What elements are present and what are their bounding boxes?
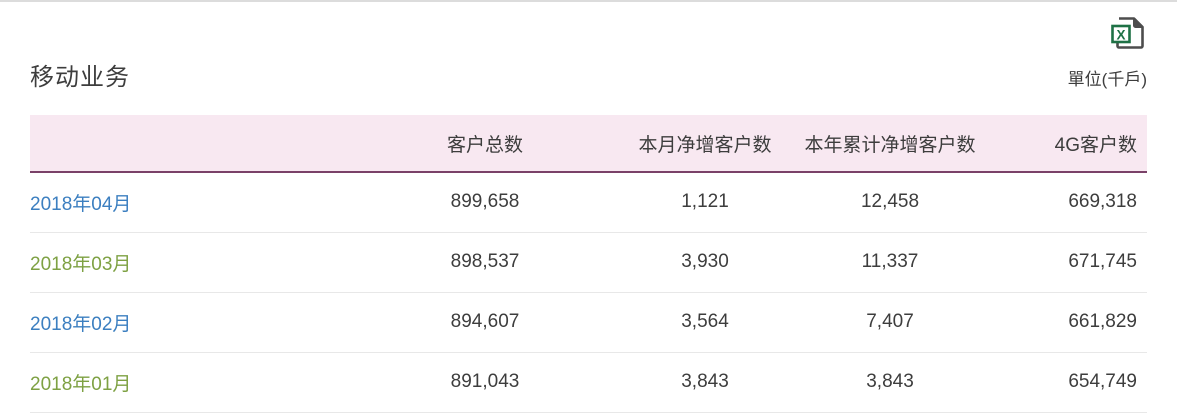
page-header: 移动业务 X 單位(千戶) xyxy=(30,2,1147,115)
month-net-cell: 1,121 xyxy=(610,172,800,233)
col-header-period xyxy=(30,115,360,173)
excel-export-icon[interactable]: X xyxy=(1109,14,1147,52)
table-row: 2018年04月 899,658 1,121 12,458 669,318 xyxy=(30,172,1147,233)
ytd-net-cell: 12,458 xyxy=(800,172,980,233)
unit-label: 單位(千戶) xyxy=(1067,70,1147,89)
period-cell: 2018年02月 xyxy=(30,292,360,353)
period-link[interactable]: 2018年03月 xyxy=(30,253,132,275)
total-customers-cell: 899,658 xyxy=(360,172,610,233)
month-net-cell: 3,843 xyxy=(610,352,800,413)
page-title: 移动业务 xyxy=(30,64,130,91)
ytd-net-cell: 11,337 xyxy=(800,232,980,293)
4g-customers-cell: 661,829 xyxy=(980,292,1147,353)
month-net-cell: 3,930 xyxy=(610,232,800,293)
4g-customers-cell: 654,749 xyxy=(980,352,1147,413)
period-cell: 2018年01月 xyxy=(30,352,360,413)
table-body: 2018年04月 899,658 1,121 12,458 669,318 20… xyxy=(30,172,1147,413)
ytd-net-cell: 7,407 xyxy=(800,292,980,353)
table-row: 2018年02月 894,607 3,564 7,407 661,829 xyxy=(30,292,1147,353)
ytd-net-cell: 3,843 xyxy=(800,352,980,413)
col-header-ytd-net: 本年累计净增客户数 xyxy=(800,115,980,173)
period-cell: 2018年03月 xyxy=(30,232,360,293)
4g-customers-cell: 671,745 xyxy=(980,232,1147,293)
col-header-4g-customers: 4G客户数 xyxy=(980,115,1147,173)
table-row: 2018年03月 898,537 3,930 11,337 671,745 xyxy=(30,232,1147,293)
svg-text:X: X xyxy=(1116,28,1125,43)
total-customers-cell: 894,607 xyxy=(360,292,610,353)
table-header-row: 客户总数 本月净增客户数 本年累计净增客户数 4G客户数 xyxy=(30,115,1147,173)
period-cell: 2018年04月 xyxy=(30,172,360,233)
excel-file-icon: X xyxy=(1111,17,1144,49)
col-header-month-net: 本月净增客户数 xyxy=(610,115,800,173)
total-customers-cell: 898,537 xyxy=(360,232,610,293)
total-customers-cell: 891,043 xyxy=(360,352,610,413)
month-net-cell: 3,564 xyxy=(610,292,800,353)
4g-customers-cell: 669,318 xyxy=(980,172,1147,233)
period-link[interactable]: 2018年01月 xyxy=(30,373,132,395)
period-link[interactable]: 2018年04月 xyxy=(30,193,132,215)
mobile-business-table: 客户总数 本月净增客户数 本年累计净增客户数 4G客户数 2018年04月 89… xyxy=(30,115,1147,413)
col-header-total-customers: 客户总数 xyxy=(360,115,610,173)
table-row: 2018年01月 891,043 3,843 3,843 654,749 xyxy=(30,352,1147,413)
period-link[interactable]: 2018年02月 xyxy=(30,313,132,335)
